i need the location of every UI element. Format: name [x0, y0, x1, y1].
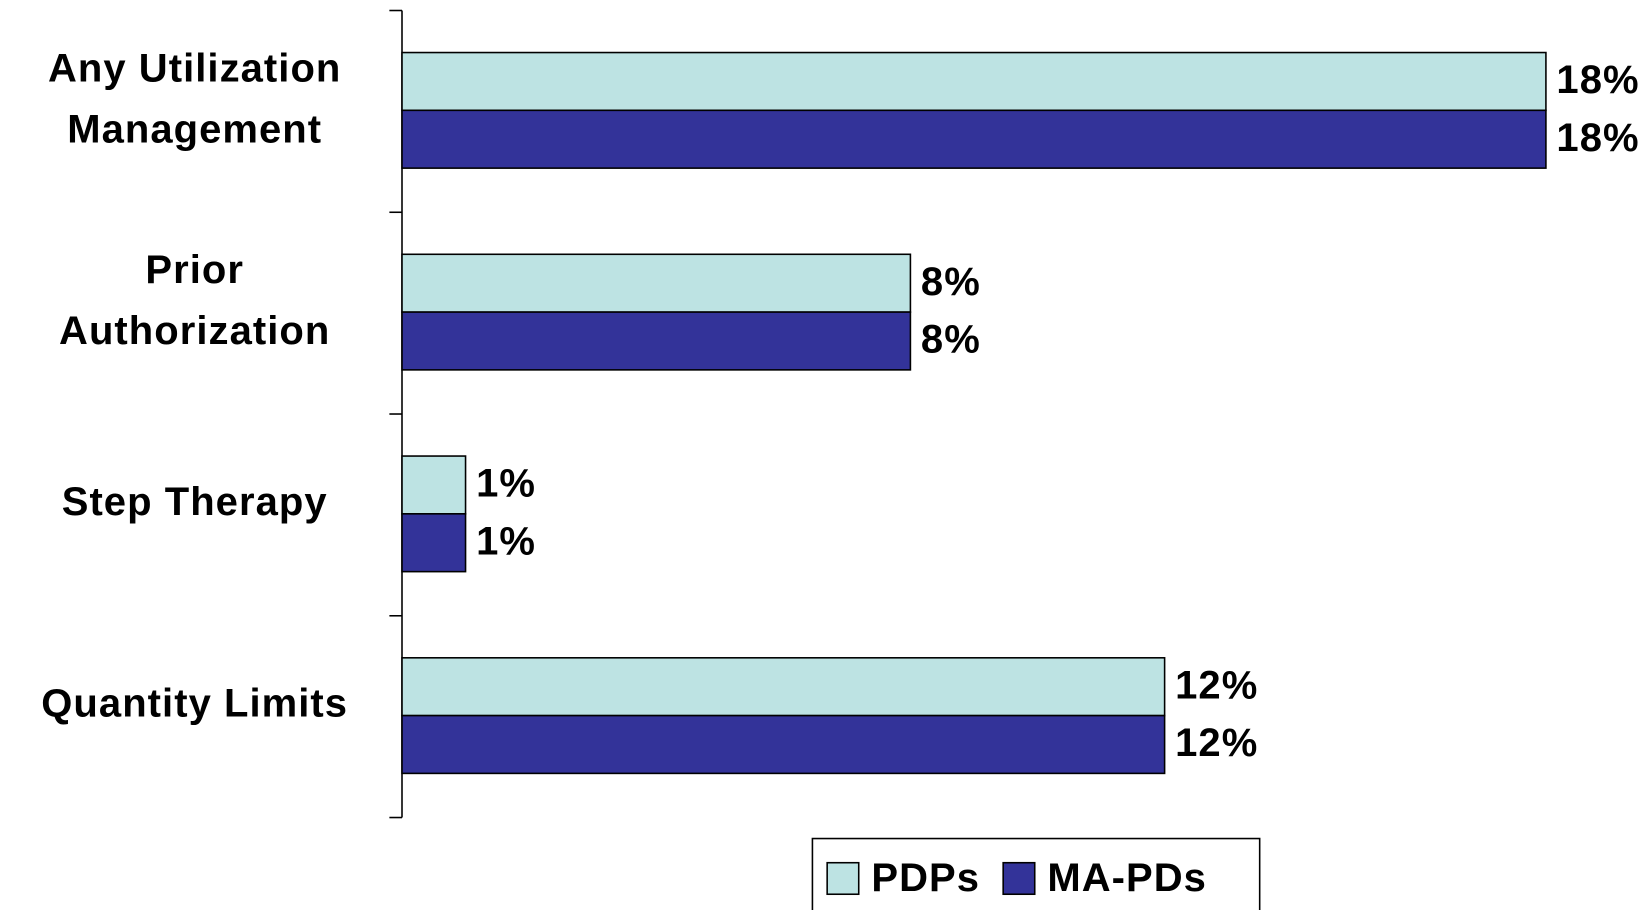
- value-label: 1%: [476, 462, 536, 506]
- legend-label: PDPs: [871, 856, 980, 900]
- value-label: 18%: [1556, 58, 1639, 102]
- bar: [401, 513, 467, 573]
- bar: [401, 311, 912, 371]
- value-label: 12%: [1175, 663, 1258, 707]
- value-label: 1%: [476, 519, 536, 563]
- category-label: Step Therapy: [62, 480, 328, 524]
- legend-box: [811, 837, 1261, 910]
- value-label: 8%: [921, 260, 981, 304]
- bar: [401, 109, 1547, 169]
- legend-label: MA-PDs: [1047, 856, 1207, 900]
- legend-swatch: [1002, 861, 1036, 896]
- value-label: 8%: [921, 318, 981, 362]
- bar: [401, 455, 467, 515]
- legend-swatch: [826, 861, 860, 896]
- bar: [401, 253, 912, 313]
- value-label: 18%: [1556, 116, 1639, 160]
- value-label: 12%: [1175, 721, 1258, 765]
- category-label: Quantity Limits: [41, 682, 348, 726]
- bar: [401, 51, 1547, 112]
- bar: [401, 714, 1166, 775]
- bar: [401, 657, 1166, 717]
- category-label: Prior Authorization: [59, 248, 330, 353]
- category-label: Any Utilization Management: [48, 46, 341, 151]
